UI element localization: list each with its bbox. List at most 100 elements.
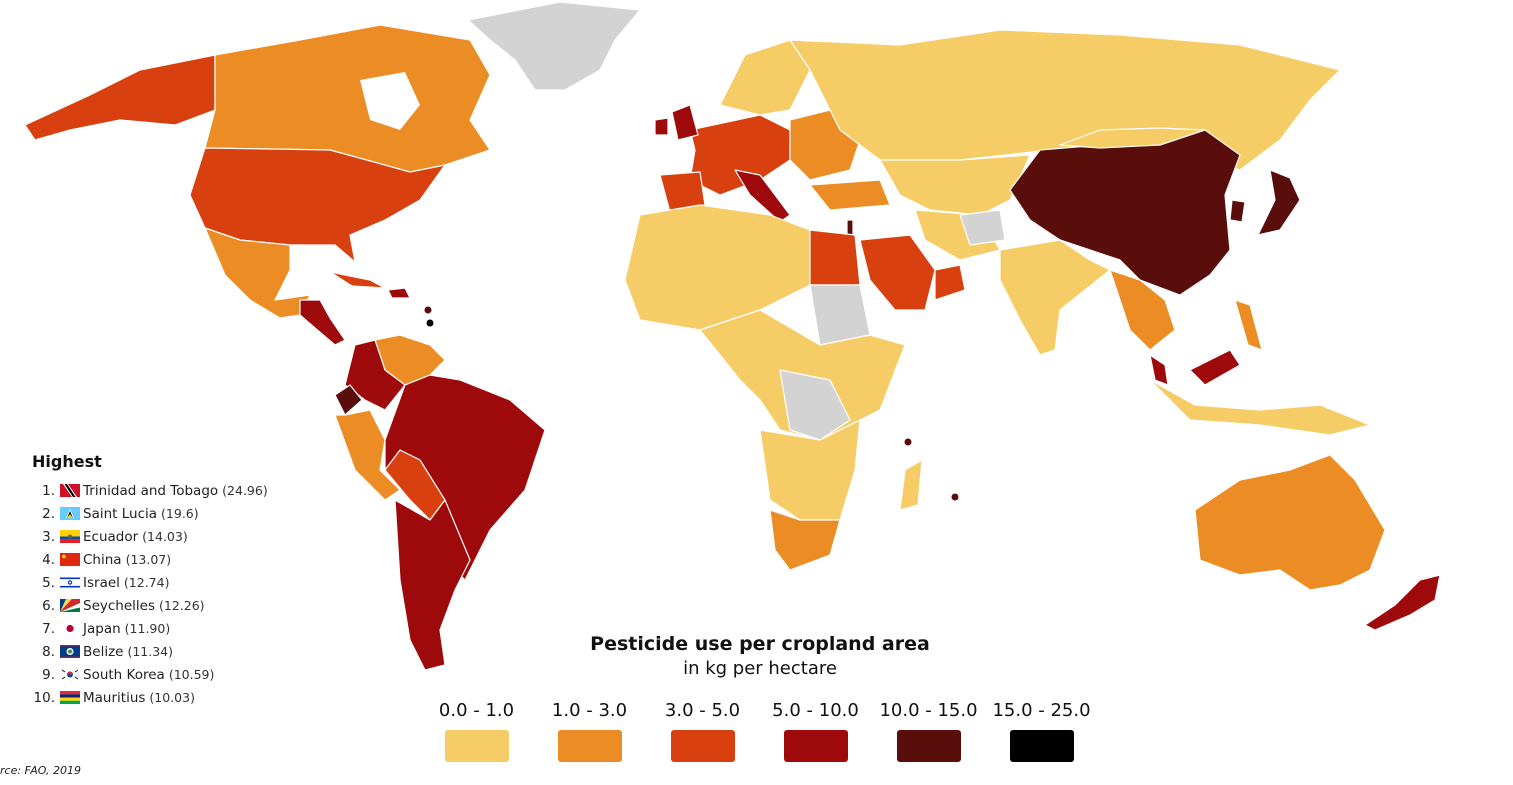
region-drc: [779, 369, 851, 441]
country-value: (12.74): [123, 575, 170, 590]
region-sudan: [809, 284, 871, 346]
legend-label: 0.0 - 1.0: [438, 700, 515, 721]
region-philippines: [1234, 299, 1263, 351]
country-value: (10.59): [168, 667, 215, 682]
highest-panel: Highest 1. Trinidad and Tobago (24.96) 2. Sa…: [22, 452, 268, 709]
region-southeast-asia: [1109, 269, 1176, 351]
region-saint-lucia: [424, 306, 432, 314]
country-value: (14.03): [142, 529, 188, 544]
highest-item: 5. Israel (12.74): [22, 571, 268, 594]
legend-label: 1.0 - 3.0: [551, 700, 628, 721]
region-trinidad: [426, 319, 434, 327]
legend-swatch: [670, 730, 735, 762]
region-india: [999, 239, 1111, 356]
region-iberia: [659, 171, 706, 213]
legend-item: 0.0 - 1.0: [420, 700, 533, 762]
rank-number: 8.: [42, 643, 55, 660]
highest-item: 9. South Korea (10.59): [22, 663, 268, 686]
highest-item: 4. China (13.07): [22, 548, 268, 571]
legend-label: 10.0 - 15.0: [879, 700, 978, 721]
mauritius-flag: [60, 691, 80, 704]
region-saudi-arabia: [859, 234, 936, 311]
belize-flag: [60, 645, 80, 658]
saint-lucia-flag: [60, 507, 80, 520]
region-greenland: [467, 1, 641, 91]
legend-label: 3.0 - 5.0: [664, 700, 741, 721]
highest-item: 6. Seychelles (12.26): [22, 594, 268, 617]
ecuador-flag: [60, 530, 80, 543]
source-note: rce: FAO, 2019: [0, 764, 81, 777]
region-uk: [671, 104, 699, 141]
trinidad-and-tobago-flag: [60, 484, 80, 497]
country-value: (12.26): [159, 598, 205, 613]
south-korea-flag: [60, 668, 80, 681]
region-egypt: [809, 229, 861, 286]
rank-number: 1.: [42, 482, 55, 499]
region-japan: [1257, 169, 1301, 236]
legend-swatch: [444, 730, 509, 762]
country-name: Saint Lucia: [83, 505, 158, 522]
country-value: (11.34): [127, 644, 174, 659]
rank-number: 3.: [42, 528, 55, 545]
country-value: (13.07): [125, 552, 172, 567]
region-new-zealand: [1364, 574, 1441, 631]
country-name: Seychelles: [83, 597, 155, 614]
rank-number: 7.: [42, 620, 55, 637]
region-borneo-malaysia: [1189, 349, 1241, 386]
japan-flag: [60, 622, 80, 635]
highest-item: 8. Belize (11.34): [22, 640, 268, 663]
region-madagascar: [899, 459, 923, 511]
legend-swatch: [783, 730, 848, 762]
region-indonesia: [1129, 359, 1371, 436]
legend-item: 10.0 - 15.0: [872, 700, 985, 762]
region-alaska: [24, 54, 216, 141]
legend-label: 5.0 - 10.0: [772, 700, 859, 721]
region-peru: [334, 409, 401, 501]
highest-list: 1. Trinidad and Tobago (24.96) 2. Saint Luci…: [22, 479, 268, 709]
legend-label: 15.0 - 25.0: [992, 700, 1091, 721]
region-north-africa: [624, 204, 811, 331]
legend-title: Pesticide use per cropland area: [590, 633, 930, 655]
country-name: Belize: [83, 643, 124, 660]
region-ireland: [654, 117, 669, 136]
rank-number: 4.: [42, 551, 55, 568]
legend-swatch: [896, 730, 961, 762]
region-turkey: [809, 179, 891, 211]
region-colombia: [344, 339, 406, 411]
legend-item: 1.0 - 3.0: [533, 700, 646, 762]
rank-number: 2.: [42, 505, 55, 522]
country-value: (10.03): [149, 690, 195, 705]
legend-item: 5.0 - 10.0: [759, 700, 872, 762]
region-southern-africa: [759, 419, 861, 521]
highest-item: 2. Saint Lucia (19.6): [22, 502, 268, 525]
country-value: (11.90): [124, 621, 171, 636]
country-name: Mauritius: [83, 689, 146, 706]
region-mauritius: [951, 493, 959, 501]
region-australia: [1194, 454, 1386, 591]
highest-item: 10. Mauritius (10.03): [22, 686, 268, 709]
country-name: South Korea: [83, 666, 165, 683]
legend: 0.0 - 1.0 1.0 - 3.0 3.0 - 5.0 5.0 - 10.0 10.…: [420, 700, 1098, 762]
rank-number: 6.: [42, 597, 55, 614]
region-oman: [934, 264, 966, 301]
rank-number: 5.: [42, 574, 55, 591]
highest-item: 7. Japan (11.90): [22, 617, 268, 640]
region-hudson-bay: [360, 72, 420, 130]
region-mexico: [204, 227, 311, 319]
region-southern-cone: [394, 499, 471, 671]
region-south-korea: [1229, 199, 1246, 223]
region-italy: [734, 169, 791, 223]
legend-item: 15.0 - 25.0: [985, 700, 1098, 762]
highest-item: 1. Trinidad and Tobago (24.96): [22, 479, 268, 502]
country-name: Japan: [83, 620, 121, 637]
rank-number: 9.: [42, 666, 55, 683]
country-name: China: [83, 551, 122, 568]
region-ecuador: [334, 384, 363, 416]
country-value: (24.96): [222, 483, 268, 498]
region-cuba: [329, 271, 386, 289]
region-afghanistan: [959, 209, 1006, 246]
highest-item: 3. Ecuador (14.03): [22, 525, 268, 548]
legend-swatch: [1009, 730, 1074, 762]
country-value: (19.6): [161, 506, 199, 521]
